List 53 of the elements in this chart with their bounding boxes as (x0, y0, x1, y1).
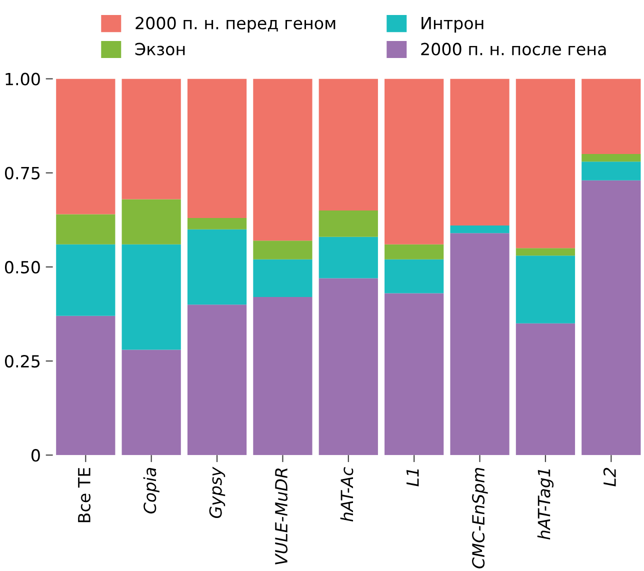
bar (516, 248, 576, 256)
bar (384, 78, 444, 244)
bar (253, 259, 312, 298)
bar (318, 210, 378, 237)
bar (582, 162, 641, 180)
bar (318, 78, 378, 210)
bar (318, 236, 378, 278)
bar (56, 244, 116, 316)
x-tick-label: Gypsy (209, 466, 226, 518)
bar (582, 154, 641, 162)
bar (582, 180, 641, 456)
bar (253, 240, 312, 260)
bar (187, 229, 247, 305)
y-tick-label: 0.50 (4, 260, 40, 274)
legend-label: Экзон (135, 42, 185, 56)
bar (253, 297, 312, 456)
x-tick-label: hAT-Tag1 (537, 469, 554, 540)
x-tick-label: hAT-Ac (340, 467, 354, 522)
bar (122, 244, 181, 350)
legend-label: Интрон (422, 17, 484, 33)
bar (56, 214, 116, 244)
bar (187, 78, 247, 218)
bar (253, 78, 312, 241)
bar (516, 256, 576, 324)
bar (56, 78, 116, 214)
bar (122, 78, 181, 200)
x-tick-label: Copia (143, 468, 160, 514)
bar (450, 78, 510, 226)
legend-label: 2000 п. н. после гена (421, 42, 606, 56)
bar (582, 78, 641, 154)
bar (56, 316, 116, 456)
bar (516, 78, 576, 248)
bar (187, 304, 247, 456)
bar (122, 350, 181, 456)
x-tick-label: CMC-EnSpm (472, 468, 488, 568)
bar (318, 278, 378, 456)
bar (450, 233, 510, 456)
legend-label: 2000 п. н. перед геном (136, 16, 336, 33)
bar (384, 259, 444, 294)
bar (122, 199, 181, 244)
bar (187, 218, 247, 230)
y-tick-label: 0 (31, 449, 40, 462)
bar (384, 244, 444, 260)
x-tick-label: Все TE (78, 468, 90, 522)
x-tick-label: VULE-MuDR (275, 468, 288, 564)
y-tick-label: 0.75 (4, 166, 40, 180)
bar (516, 323, 576, 456)
bar (384, 293, 444, 456)
y-tick-label: 0.25 (4, 354, 40, 368)
x-tick-label: L1 (406, 469, 419, 486)
bar (450, 226, 510, 234)
y-tick-label: 1.00 (6, 72, 40, 86)
x-tick-label: L2 (603, 468, 616, 486)
